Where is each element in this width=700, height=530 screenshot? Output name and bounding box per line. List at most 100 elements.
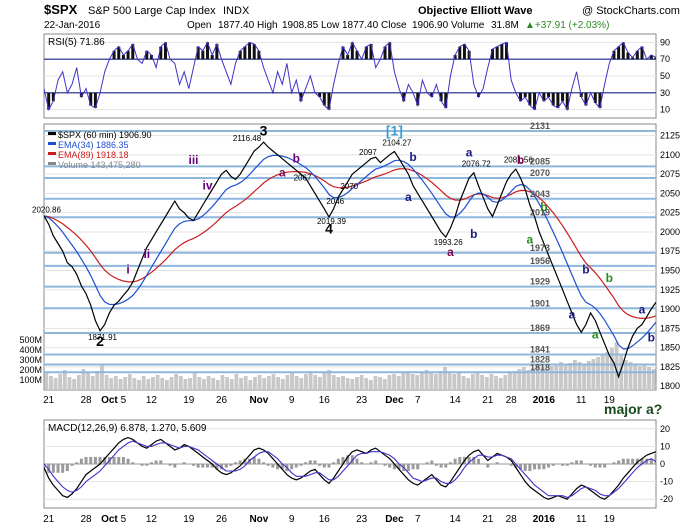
x-tick-label: 19 bbox=[604, 395, 616, 406]
rsi-oversold-fill bbox=[542, 92, 546, 102]
rsi-overbought-fill bbox=[238, 50, 242, 60]
price-tick-label: 2000 bbox=[660, 227, 680, 237]
macd-histogram-bar bbox=[383, 464, 387, 466]
support-level-label: 1956 bbox=[530, 256, 550, 266]
macd-histogram-bar bbox=[220, 464, 224, 470]
rsi-overbought-fill bbox=[621, 42, 625, 60]
rsi-oversold-fill bbox=[47, 92, 51, 110]
legend-swatch bbox=[48, 132, 56, 135]
volume-bar bbox=[392, 374, 396, 390]
chart-symbol: $SPX bbox=[44, 2, 78, 17]
macd-histogram-bar bbox=[98, 456, 102, 464]
macd-histogram-bar bbox=[224, 464, 228, 468]
support-level-label: 1973 bbox=[530, 243, 550, 253]
volume-bar bbox=[582, 364, 587, 390]
x-tick-label: 28 bbox=[506, 395, 518, 406]
volume-bar bbox=[304, 374, 308, 390]
volume-bar bbox=[438, 371, 443, 390]
ohlc-change: ▲+37.91 (+2.03%) bbox=[525, 20, 609, 31]
volume-bar bbox=[308, 371, 313, 390]
wave-label: 2 bbox=[96, 333, 104, 349]
rsi-overbought-fill bbox=[346, 55, 350, 60]
rsi-overbought-fill bbox=[206, 42, 210, 60]
wave-label: 3 bbox=[260, 123, 268, 139]
rsi-overbought-fill bbox=[131, 44, 135, 60]
volume-bar bbox=[429, 373, 434, 390]
price-tick-label: 1825 bbox=[660, 362, 680, 372]
rsi-oversold-fill bbox=[561, 92, 565, 102]
rsi-oversold-fill bbox=[523, 92, 527, 97]
x-tick-label: 28 bbox=[80, 514, 92, 525]
support-level-label: 2131 bbox=[530, 121, 550, 131]
rsi-overbought-fill bbox=[121, 55, 125, 60]
volume-bar bbox=[642, 365, 647, 390]
volume-bar bbox=[591, 359, 596, 390]
rsi-overbought-fill bbox=[210, 55, 214, 60]
rsi-overbought-fill bbox=[248, 42, 252, 60]
volume-bar bbox=[350, 379, 355, 390]
x-tick-label: 23 bbox=[356, 514, 368, 525]
support-level-label: 1828 bbox=[530, 355, 550, 365]
x-tick-label: 19 bbox=[183, 395, 195, 406]
rsi-tick-label: 30 bbox=[660, 88, 670, 98]
wave-label: a bbox=[447, 245, 454, 259]
x-tick-label: 19 bbox=[604, 514, 616, 525]
x-tick-label: 21 bbox=[482, 395, 494, 406]
volume-bar bbox=[494, 376, 498, 390]
volume-bar bbox=[596, 357, 600, 390]
volume-bar bbox=[178, 376, 183, 390]
macd-histogram-bar bbox=[290, 464, 294, 470]
volume-bar bbox=[95, 371, 100, 390]
macd-histogram-bar bbox=[565, 464, 569, 466]
volume-bar bbox=[197, 377, 202, 390]
macd-histogram-bar bbox=[210, 464, 214, 468]
macd-histogram-bar bbox=[593, 464, 597, 468]
volume-bar bbox=[480, 375, 485, 390]
x-tick-label: Oct bbox=[101, 514, 118, 525]
x-tick-label: 9 bbox=[289, 395, 295, 406]
volume-tick-label: 500M bbox=[19, 335, 42, 345]
rsi-overbought-fill bbox=[462, 44, 466, 60]
volume-bar bbox=[355, 377, 359, 390]
volume-bar bbox=[86, 373, 90, 390]
wave-label: a bbox=[639, 303, 646, 317]
volume-bar bbox=[433, 374, 438, 390]
macd-histogram-bar bbox=[392, 464, 396, 470]
macd-histogram-bar bbox=[318, 464, 322, 466]
macd-histogram-bar bbox=[416, 464, 420, 470]
volume-bar bbox=[58, 374, 63, 390]
volume-bar bbox=[443, 367, 447, 390]
price-tick-label: 2050 bbox=[660, 188, 680, 198]
volume-bar bbox=[521, 367, 526, 390]
rsi-overbought-fill bbox=[383, 46, 387, 60]
macd-histogram-bar bbox=[93, 456, 97, 464]
rsi-oversold-fill bbox=[584, 92, 588, 106]
volume-bar bbox=[378, 377, 383, 390]
macd-histogram-bar bbox=[131, 462, 135, 464]
macd-histogram-bar bbox=[65, 464, 69, 472]
macd-histogram-bar bbox=[645, 458, 649, 464]
rsi-overbought-fill bbox=[500, 44, 504, 60]
price-value-label: 2020.86 bbox=[32, 206, 61, 215]
macd-histogram-bar bbox=[201, 464, 205, 468]
ohlc-open-label: Open bbox=[187, 20, 211, 31]
macd-histogram-bar bbox=[206, 464, 210, 468]
volume-bar bbox=[572, 360, 577, 390]
volume-bar bbox=[188, 378, 192, 390]
macd-histogram-bar bbox=[472, 456, 476, 464]
support-level-label: 2019 bbox=[530, 207, 550, 217]
volume-bar bbox=[568, 363, 573, 390]
macd-histogram-bar bbox=[84, 456, 88, 464]
x-tick-label: 7 bbox=[415, 395, 421, 406]
rsi-overbought-fill bbox=[635, 50, 639, 60]
volume-bar bbox=[554, 364, 559, 390]
major-a-label: major a? bbox=[604, 401, 662, 417]
wave-label: b bbox=[517, 153, 524, 167]
volume-bar bbox=[526, 370, 531, 390]
volume-bar bbox=[345, 378, 350, 390]
rsi-overbought-fill bbox=[649, 55, 653, 60]
volume-bar bbox=[215, 380, 220, 390]
volume-bar bbox=[90, 376, 95, 390]
volume-bar bbox=[419, 372, 424, 390]
macd-histogram-bar bbox=[266, 464, 270, 466]
